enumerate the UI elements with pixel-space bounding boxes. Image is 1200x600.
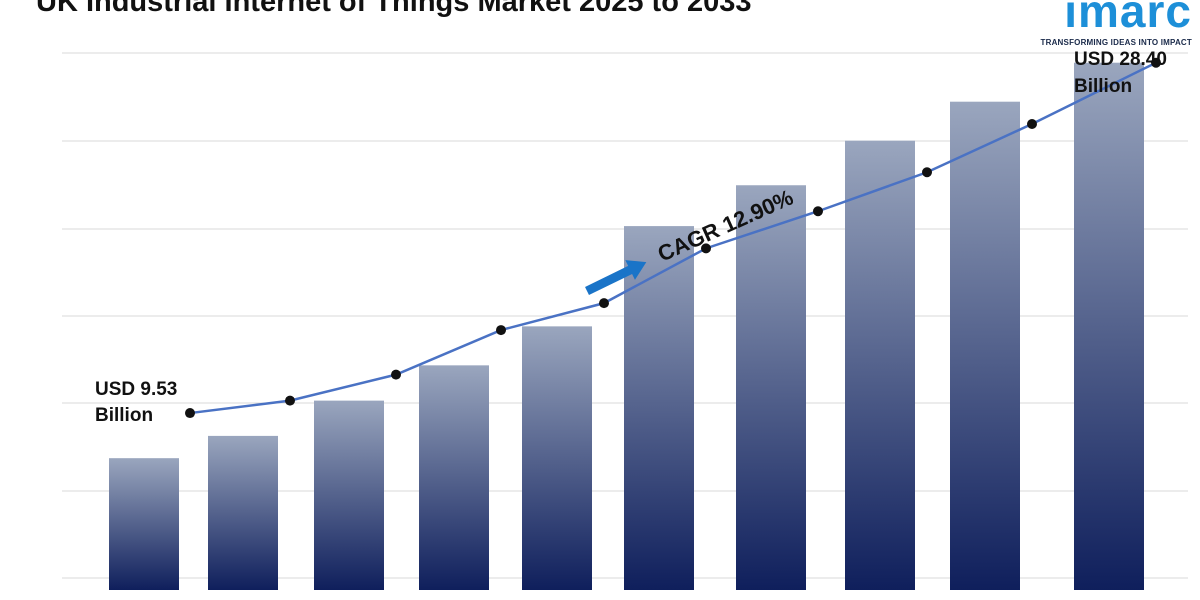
line-point: [185, 408, 195, 419]
line-point: [701, 243, 711, 254]
cagr-arrow-shape: [585, 260, 647, 296]
chart-title: UK Industrial Internet of Things Market …: [36, 0, 752, 18]
start-unit-label: Billion: [95, 405, 153, 426]
bars: [109, 62, 1144, 591]
trend-line-path: [189, 61, 1157, 415]
start-value-label: USD 9.53: [95, 379, 177, 400]
line-point: [813, 206, 823, 217]
logo-tagline: TRANSFORMING IDEAS INTO IMPACT: [1040, 38, 1192, 47]
line-point: [391, 369, 401, 380]
end-unit-label: Billion: [1074, 76, 1132, 97]
line-point: [1151, 57, 1161, 68]
trend-line: [185, 57, 1161, 419]
line-point: [599, 298, 609, 309]
line-point: [1027, 118, 1037, 129]
arrow-head: [625, 260, 647, 280]
cagr-arrow: [585, 260, 647, 296]
line-point: [496, 325, 506, 336]
line-point: [285, 395, 295, 406]
bar: [845, 140, 915, 591]
bar: [314, 400, 384, 590]
logo-wordmark: imarc: [1064, 0, 1192, 37]
imarc-logo: imarc TRANSFORMING IDEAS INTO IMPACT: [1027, 0, 1192, 47]
bar: [522, 326, 592, 590]
bar: [109, 458, 179, 590]
bar: [1074, 62, 1144, 590]
bar: [736, 185, 806, 590]
end-value-label: USD 28.40: [1074, 49, 1167, 70]
bar: [419, 365, 489, 590]
bar: [950, 101, 1020, 591]
bar: [624, 226, 694, 591]
arrow-shaft: [585, 265, 634, 296]
bar: [208, 435, 278, 590]
line-point: [922, 167, 932, 178]
